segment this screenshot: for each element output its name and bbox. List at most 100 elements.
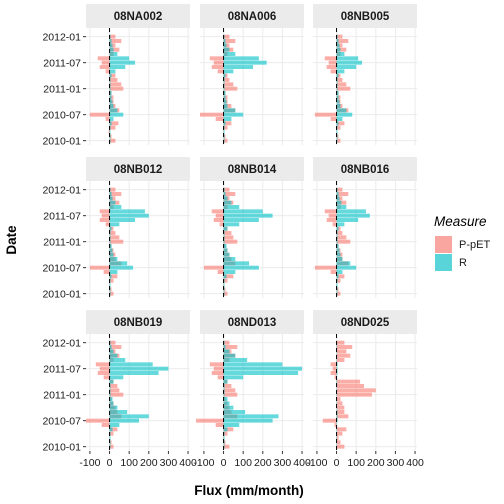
bar-r (223, 213, 273, 218)
bar-r (109, 52, 118, 56)
bar-r (109, 274, 112, 279)
bar-ppet (99, 366, 110, 371)
bar-ppet (223, 384, 232, 388)
y-axis-title: Date (4, 225, 19, 255)
bar-r (223, 358, 248, 362)
bar-r (109, 108, 118, 113)
bar-ppet (103, 375, 110, 380)
bar-ppet (109, 138, 116, 143)
bar-ppet (332, 222, 337, 227)
bar-r (109, 414, 149, 419)
bar-r (223, 52, 236, 56)
x-tick-label: 100 (120, 457, 138, 469)
bar-ppet (336, 440, 341, 445)
bar-ppet (336, 278, 341, 283)
bar-r (109, 418, 139, 423)
bar-ppet (109, 187, 116, 192)
bar-r (109, 375, 124, 380)
y-tick-label: 2012-01 (42, 32, 81, 44)
bar-r (223, 86, 225, 91)
y-tick-label: 2010-01 (42, 442, 81, 454)
bar-r (336, 213, 370, 218)
legend: Measure P-pET R (434, 214, 490, 271)
strip-label: 08NB019 (114, 317, 163, 329)
bar-r (336, 117, 343, 121)
bar-r (336, 366, 338, 371)
bar-ppet (336, 121, 345, 126)
bar-r (336, 209, 366, 214)
bar-r (223, 375, 244, 380)
bar-ppet (89, 265, 110, 270)
bar-r (336, 239, 338, 244)
bar-r (223, 112, 244, 117)
bar-ppet (336, 95, 341, 100)
bar-ppet (336, 444, 345, 449)
panel-08NB014: 08NB014 (200, 157, 304, 298)
bar-ppet (213, 60, 224, 65)
bar-r (336, 86, 338, 91)
strip-label: 08NB005 (341, 11, 390, 23)
bar-r (336, 274, 339, 279)
bar-r (109, 196, 113, 201)
y-tick-label: 2011-01 (43, 84, 81, 96)
bar-ppet (101, 213, 110, 218)
bar-ppet (217, 69, 224, 74)
x-tick-label: 0 (221, 457, 227, 469)
legend-label-ppet: P-pET (459, 239, 490, 251)
bar-r (223, 192, 226, 196)
bar-r (223, 130, 225, 134)
bar-ppet (336, 78, 343, 82)
bar-ppet (86, 418, 110, 423)
bar-ppet (203, 265, 224, 270)
bar-r (109, 405, 118, 410)
x-tick-label: -100 (193, 457, 214, 469)
bar-r (109, 410, 128, 414)
bar-r (109, 209, 145, 214)
bar-ppet (223, 39, 236, 43)
bar-ppet (336, 340, 345, 345)
bar-r (336, 104, 341, 108)
bar-r (223, 274, 227, 279)
bar-ppet (332, 366, 337, 371)
bar-ppet (336, 379, 361, 384)
bar-ppet (223, 278, 228, 283)
bar-ppet (109, 47, 120, 52)
bar-ppet (336, 73, 341, 78)
bar-r (336, 73, 339, 78)
bar-r (109, 73, 112, 78)
bar-ppet (213, 218, 224, 222)
bar-ppet (211, 209, 224, 214)
bar-r (223, 248, 228, 253)
bar-r (336, 65, 357, 69)
bar-r (109, 43, 113, 48)
bar-r (336, 121, 339, 126)
bar-ppet (109, 274, 118, 279)
bar-r (109, 265, 134, 270)
bar-ppet (89, 112, 110, 117)
bar-ppet (336, 47, 347, 52)
bar-ppet (109, 34, 116, 39)
bar-r (223, 436, 225, 440)
bar-ppet (223, 231, 232, 235)
bar-ppet (209, 56, 224, 61)
x-tick-label: 300 (274, 457, 292, 469)
bar-r (223, 95, 226, 100)
bar-ppet (109, 388, 120, 393)
facet-panels: 08NA002 08NA006 08NB005 08NB012 08NB014 08NB0… (86, 4, 417, 451)
x-axis-title: Flux (mm/month) (194, 483, 304, 498)
bar-ppet (196, 418, 224, 423)
bar-ppet (213, 366, 224, 371)
bar-ppet (211, 371, 224, 375)
strip-background (86, 157, 190, 181)
bar-r (336, 392, 338, 397)
bar-ppet (109, 345, 122, 349)
bar-r (109, 39, 112, 43)
bar-r (109, 261, 128, 266)
panel-08NA002: 08NA002 (86, 4, 190, 145)
strip-background (200, 310, 304, 334)
bar-r (109, 353, 118, 358)
bar-ppet (223, 392, 238, 397)
bar-r (223, 252, 230, 257)
bar-r (223, 366, 303, 371)
